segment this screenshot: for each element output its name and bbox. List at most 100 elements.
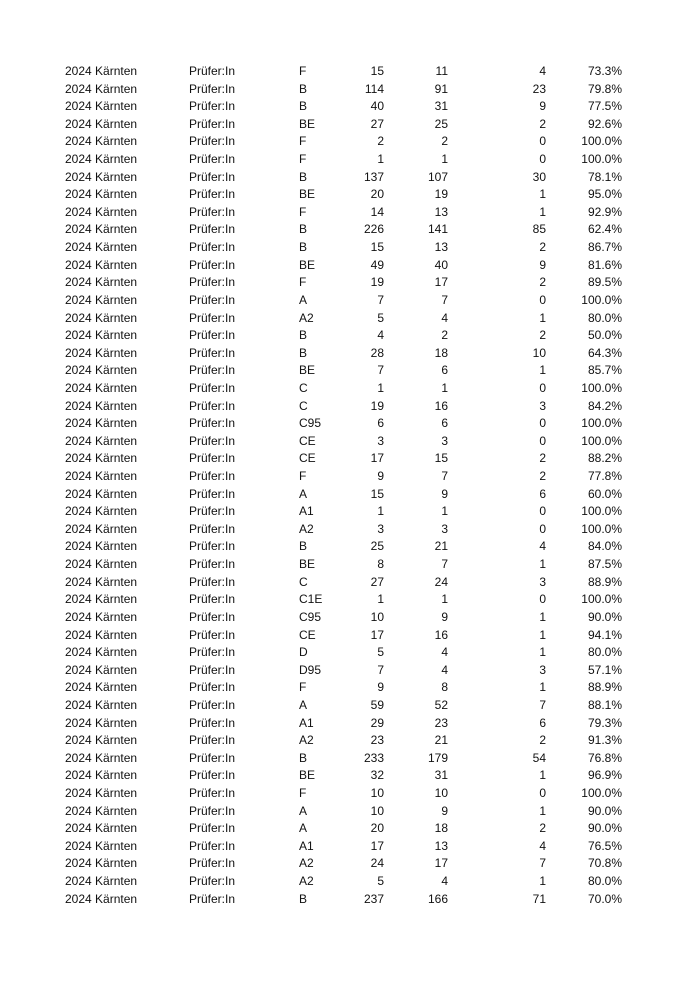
table-row: 2024 Kärnten Prüfer:In A 59 52 7 88.1% [0, 697, 700, 715]
pass-rate-cell: 100.0% [581, 785, 622, 800]
passed-cell: 1 [441, 152, 448, 167]
passed-cell: 2 [441, 328, 448, 343]
failed-cell: 54 [532, 750, 546, 765]
failed-cell: 2 [539, 733, 546, 748]
table-row: 2024 Kärnten Prüfer:In C 27 24 3 88.9% [0, 574, 700, 592]
table-row: 2024 Kärnten Prüfer:In B 226 141 85 62.4% [0, 221, 700, 239]
total-cell: 1 [377, 380, 384, 395]
year-region-cell: 2024 Kärnten [65, 715, 138, 730]
table-row: 2024 Kärnten Prüfer:In A 10 9 1 90.0% [0, 803, 700, 821]
failed-cell: 1 [539, 557, 546, 572]
year-region-cell: 2024 Kärnten [65, 645, 138, 660]
role-cell: Prüfer:In [189, 821, 236, 836]
role-cell: Prüfer:In [189, 557, 236, 572]
role-cell: Prüfer:In [189, 874, 236, 889]
license-class-cell: CE [299, 627, 316, 642]
table-row: 2024 Kärnten Prüfer:In C 1 1 0 100.0% [0, 380, 700, 398]
failed-cell: 2 [539, 275, 546, 290]
license-class-cell: D95 [299, 662, 322, 677]
year-region-cell: 2024 Kärnten [65, 310, 138, 325]
data-table: 2024 Kärnten Prüfer:In F 15 11 4 73.3% 2024 Kär… [0, 63, 700, 908]
role-cell: Prüfer:In [189, 451, 236, 466]
table-row: 2024 Kärnten Prüfer:In F 10 10 0 100.0% [0, 785, 700, 803]
role-cell: Prüfer:In [189, 134, 236, 149]
total-cell: 5 [377, 874, 384, 889]
total-cell: 27 [370, 574, 384, 589]
total-cell: 114 [364, 81, 384, 96]
table-row: 2024 Kärnten Prüfer:In A2 5 4 1 80.0% [0, 310, 700, 328]
role-cell: Prüfer:In [189, 116, 236, 131]
pass-rate-cell: 90.0% [587, 821, 622, 836]
year-region-cell: 2024 Kärnten [65, 222, 138, 237]
table-row: 2024 Kärnten Prüfer:In B 40 31 9 77.5% [0, 98, 700, 116]
license-class-cell: BE [299, 557, 316, 572]
license-class-cell: C95 [299, 416, 322, 431]
role-cell: Prüfer:In [189, 838, 236, 853]
passed-cell: 141 [427, 222, 448, 237]
table-row: 2024 Kärnten Prüfer:In B 28 18 10 64.3% [0, 345, 700, 363]
pass-rate-cell: 100.0% [581, 521, 622, 536]
total-cell: 237 [363, 891, 384, 906]
total-cell: 14 [370, 204, 384, 219]
license-class-cell: BE [299, 363, 316, 378]
pass-rate-cell: 100.0% [581, 433, 622, 448]
passed-cell: 31 [434, 768, 448, 783]
failed-cell: 4 [539, 539, 546, 554]
table-row: 2024 Kärnten Prüfer:In BE 8 7 1 87.5% [0, 556, 700, 574]
pass-rate-cell: 76.8% [587, 750, 622, 765]
total-cell: 10 [370, 803, 384, 818]
pass-rate-cell: 95.0% [587, 187, 622, 202]
year-region-cell: 2024 Kärnten [65, 398, 138, 413]
role-cell: Prüfer:In [189, 504, 236, 519]
year-region-cell: 2024 Kärnten [65, 416, 138, 431]
passed-cell: 4 [441, 310, 448, 325]
role-cell: Prüfer:In [189, 733, 236, 748]
role-cell: Prüfer:In [189, 715, 236, 730]
table-row: 2024 Kärnten Prüfer:In F 19 17 2 89.5% [0, 274, 700, 292]
total-cell: 27 [370, 116, 384, 131]
license-class-cell: F [299, 680, 307, 695]
year-region-cell: 2024 Kärnten [65, 345, 138, 360]
failed-cell: 0 [539, 592, 546, 607]
failed-cell: 2 [539, 821, 546, 836]
role-cell: Prüfer:In [189, 521, 236, 536]
year-region-cell: 2024 Kärnten [65, 592, 138, 607]
year-region-cell: 2024 Kärnten [65, 204, 138, 219]
failed-cell: 2 [539, 116, 546, 131]
table-row: 2024 Kärnten Prüfer:In A 20 18 2 90.0% [0, 820, 700, 838]
license-class-cell: CE [299, 451, 316, 466]
failed-cell: 7 [539, 856, 546, 871]
passed-cell: 1 [441, 504, 448, 519]
table-row: 2024 Kärnten Prüfer:In B 15 13 2 86.7% [0, 239, 700, 257]
role-cell: Prüfer:In [189, 662, 236, 677]
failed-cell: 4 [539, 64, 546, 78]
license-class-cell: B [299, 99, 308, 114]
year-region-cell: 2024 Kärnten [65, 451, 138, 466]
failed-cell: 1 [539, 609, 546, 624]
total-cell: 233 [363, 750, 384, 765]
role-cell: Prüfer:In [189, 81, 236, 96]
failed-cell: 1 [539, 768, 546, 783]
pass-rate-cell: 80.0% [587, 645, 622, 660]
pass-rate-cell: 77.8% [587, 469, 622, 484]
passed-cell: 40 [434, 257, 448, 272]
role-cell: Prüfer:In [189, 398, 236, 413]
failed-cell: 1 [539, 363, 546, 378]
total-cell: 8 [377, 557, 384, 572]
table-row: 2024 Kärnten Prüfer:In D 5 4 1 80.0% [0, 644, 700, 662]
year-region-cell: 2024 Kärnten [65, 662, 138, 677]
license-class-cell: B [299, 169, 308, 184]
license-class-cell: A [299, 821, 308, 836]
pass-rate-cell: 100.0% [581, 592, 622, 607]
role-cell: Prüfer:In [189, 785, 236, 800]
pass-rate-cell: 85.7% [587, 363, 622, 378]
table-row: 2024 Kärnten Prüfer:In CE 17 15 2 88.2% [0, 450, 700, 468]
year-region-cell: 2024 Kärnten [65, 469, 138, 484]
pass-rate-cell: 73.3% [587, 64, 622, 78]
failed-cell: 3 [539, 398, 546, 413]
year-region-cell: 2024 Kärnten [65, 874, 138, 889]
license-class-cell: A [299, 697, 308, 712]
pass-rate-cell: 64.3% [587, 345, 622, 360]
total-cell: 17 [370, 627, 384, 642]
failed-cell: 1 [539, 874, 546, 889]
